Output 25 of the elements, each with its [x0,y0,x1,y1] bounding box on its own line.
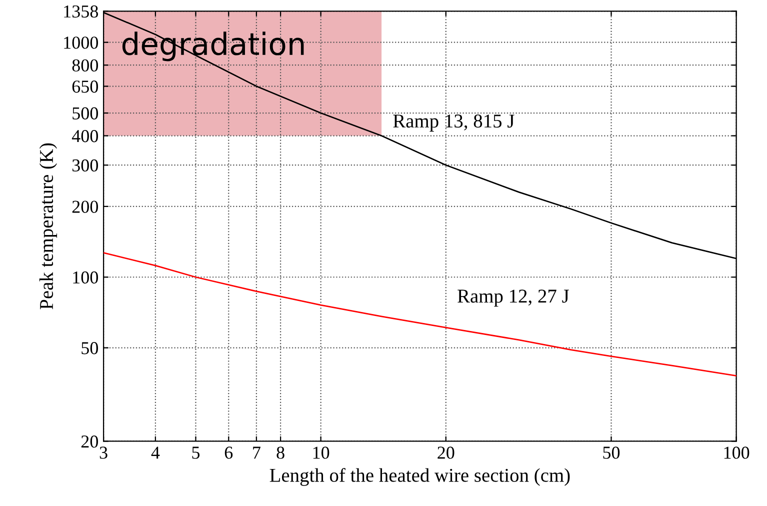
y-tick-label: 20 [81,435,98,448]
y-tick-label: 100 [73,271,98,284]
y-tick-label: 300 [72,159,98,172]
y-tick-label: 500 [72,107,98,120]
x-tick-label: 100 [724,446,750,459]
x-tick-label: 5 [192,446,200,459]
y-tick-label: 800 [72,59,98,72]
x-tick-label: 3 [100,446,108,459]
x-axis-title: Length of the heated wire section (cm) [270,468,570,486]
x-tick-label: 4 [151,446,160,459]
y-tick-label: 650 [72,80,98,93]
x-tick-label: 7 [253,446,260,459]
x-tick-label: 6 [224,446,233,459]
y-tick-label: 400 [72,130,98,142]
series-label: Ramp 13, 815 J [393,114,514,132]
y-tick-label: 200 [72,200,98,213]
x-tick-label: 20 [438,446,454,459]
x-tick-label: 10 [313,446,330,459]
y-axis-title: Peak temperature (K) [39,143,58,310]
y-tick-label: 1358 [64,5,98,18]
y-tick-label: 1000 [64,36,98,49]
series-label: Ramp 12, 27 J [458,290,569,307]
y-tick-label: 50 [82,342,98,354]
x-tick-label: 8 [276,446,284,459]
x-tick-label: 50 [603,446,620,459]
